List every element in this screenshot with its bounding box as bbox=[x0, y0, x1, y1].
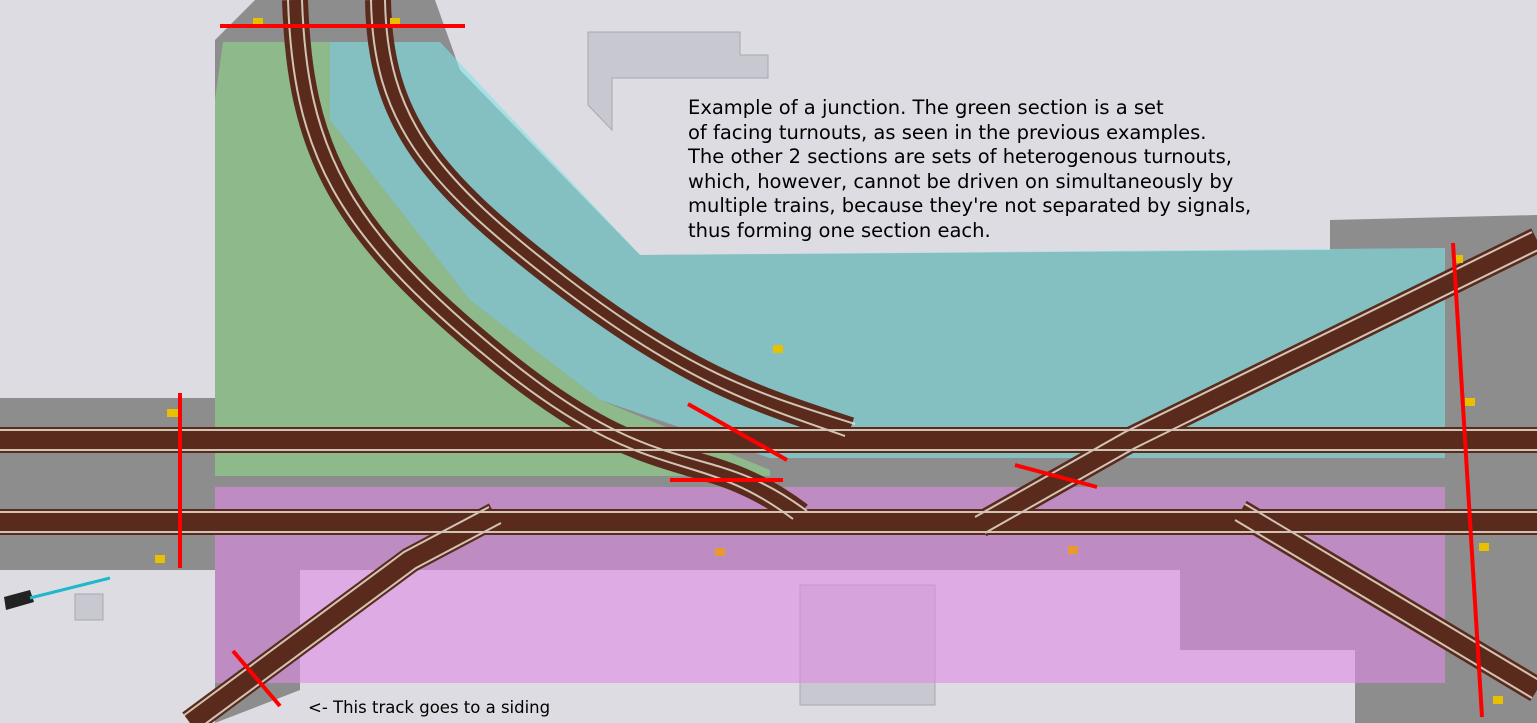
signal-icon bbox=[167, 409, 179, 417]
signal-icon bbox=[253, 18, 263, 26]
right-diagonal-track bbox=[973, 228, 1537, 537]
section-boundaries bbox=[178, 24, 1484, 718]
held-item-icon bbox=[4, 576, 111, 610]
note-line: multiple trains, because they're not sep… bbox=[688, 194, 1252, 217]
green-section-overlay bbox=[215, 42, 770, 476]
note-line: The other 2 sections are sets of heterog… bbox=[688, 145, 1232, 168]
boundary-line bbox=[1451, 242, 1484, 718]
siding-note: <- This track goes to a siding bbox=[308, 698, 551, 717]
junction-description: Example of a junction. The green section… bbox=[688, 96, 1251, 243]
lower-right-diagonal-track bbox=[1233, 500, 1537, 702]
signal-icon bbox=[1479, 543, 1489, 551]
note-line: which, however, cannot be driven on simu… bbox=[688, 169, 1234, 193]
signal-icon bbox=[390, 18, 400, 26]
signal-icon bbox=[155, 555, 165, 563]
cyan-section-overlay bbox=[330, 42, 1445, 458]
boundary-line bbox=[1014, 463, 1098, 489]
boundary-line bbox=[687, 402, 788, 462]
signal-icon bbox=[1465, 398, 1475, 406]
note-line: of facing turnouts, as seen in the previ… bbox=[688, 120, 1207, 144]
signal-icon bbox=[715, 548, 725, 556]
cyan-curve-track bbox=[365, 0, 855, 443]
signal-icon bbox=[1068, 546, 1078, 554]
note-line: thus forming one section each. bbox=[688, 218, 991, 242]
signal-icon bbox=[1493, 696, 1503, 704]
siding-track bbox=[182, 503, 502, 723]
signal-icon bbox=[773, 345, 783, 353]
signals bbox=[155, 18, 1503, 704]
green-curve-track bbox=[282, 0, 808, 526]
note-line: Example of a junction. The green section… bbox=[688, 96, 1164, 119]
boundary-line bbox=[231, 649, 282, 708]
signal-icon bbox=[1453, 255, 1463, 263]
